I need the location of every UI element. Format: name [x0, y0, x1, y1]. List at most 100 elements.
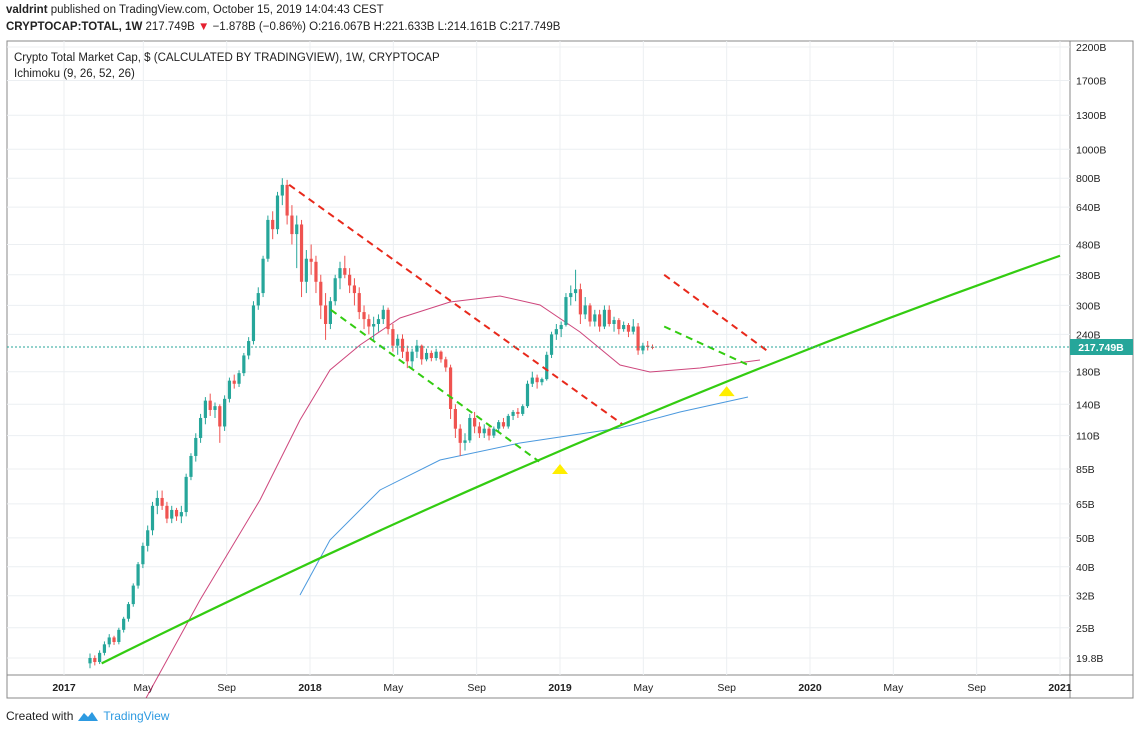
candle-body [285, 184, 289, 216]
candle-body [126, 604, 131, 619]
time-tick-label: May [633, 682, 654, 694]
candle-body [530, 377, 534, 384]
candle-body [646, 345, 650, 347]
candle-body [271, 219, 275, 230]
down-triangle-icon: ▼ [197, 21, 210, 33]
candle-body [554, 329, 558, 335]
candle-body [266, 219, 270, 259]
publish-line: valdrint published on TradingView.com, O… [6, 2, 560, 19]
ichimoku-blue-line [299, 396, 749, 596]
candle-body [237, 373, 241, 384]
candle-body [242, 355, 246, 374]
candle-body [141, 545, 145, 565]
time-tick-label: Sep [467, 682, 486, 694]
candle-body [559, 325, 563, 330]
candle-body [405, 351, 409, 362]
candle-body [540, 379, 544, 383]
candle-body [227, 380, 232, 399]
time-tick-label: Sep [967, 682, 986, 694]
price-tick-label: 480B [1076, 239, 1101, 251]
time-tick-label: May [383, 682, 404, 694]
price-axis-panel [1069, 40, 1134, 699]
candle-body [275, 195, 280, 230]
price-tick-label: 25B [1076, 623, 1095, 635]
price-tick-label: 180B [1076, 367, 1101, 379]
candle-body [338, 268, 342, 279]
candle-body [247, 341, 251, 356]
price-tick-label: 19.8B [1076, 653, 1103, 665]
candle-body [146, 530, 150, 546]
candle-body [448, 367, 453, 410]
candle-body [112, 637, 116, 642]
tradingview-link[interactable]: TradingView [103, 709, 170, 723]
candle-body [482, 428, 486, 434]
tradingview-logo-icon [78, 712, 99, 721]
candle-body [333, 278, 337, 302]
candle-body [295, 224, 299, 235]
candle-body [208, 400, 212, 410]
price-badge-box [1070, 339, 1133, 356]
quote-line: CRYPTOCAP:TOTAL, 1W 217.749B ▼ −1.878B (… [6, 19, 560, 36]
candle-body [299, 224, 304, 282]
candle-body [348, 274, 352, 286]
candle-body [218, 406, 222, 427]
price-tick-label: 300B [1076, 300, 1101, 312]
red-downtrend-line [288, 184, 624, 426]
candle-body [290, 215, 294, 235]
candle-body [203, 400, 207, 418]
candle-body [569, 293, 573, 298]
price-badge-text: 217.749B [1078, 342, 1124, 354]
current-price-badge: 217.749B [1070, 339, 1133, 356]
price-tick-label: 32B [1076, 591, 1095, 603]
time-tick-label: May [133, 682, 154, 694]
candle-body [458, 428, 462, 443]
candle-body [256, 293, 260, 306]
price-axis: 2200B 1700B 1300B 1000B 800B 640B 480B 380B 300B… [1076, 42, 1106, 665]
candle-body [477, 426, 482, 434]
candle-body [588, 305, 592, 322]
candle-body [194, 437, 198, 456]
candle-body [323, 305, 328, 324]
candle-body [261, 258, 265, 294]
candle-body [583, 305, 587, 315]
candle-body [516, 411, 520, 414]
candle-body [213, 406, 217, 410]
candle-body [415, 345, 419, 352]
candle-body [429, 352, 433, 359]
candle-body [521, 406, 525, 414]
price-tick-label: 2200B [1076, 42, 1106, 54]
ichimoku-pink-line [145, 295, 761, 698]
created-with-text: Created with [6, 709, 74, 723]
candle-body [506, 415, 510, 427]
candle-body [434, 351, 438, 359]
candle-body [641, 345, 645, 351]
long-term-support-curve [101, 254, 1061, 665]
candle-body [155, 497, 159, 506]
yellow-triangle-icon [718, 386, 735, 397]
candle-body [549, 334, 554, 355]
price-change: −1.878B (−0.86%) [212, 21, 306, 33]
candle-body [314, 261, 318, 282]
candle-body [525, 383, 530, 407]
price-tick-label: 140B [1076, 399, 1101, 411]
price-tick-label: 640B [1076, 202, 1101, 214]
trendlines [101, 184, 1061, 665]
plot-frame [6, 40, 1071, 699]
price-tick-label: 1000B [1076, 144, 1106, 156]
time-tick-label: 2021 [1048, 682, 1072, 694]
candle-body [170, 509, 174, 519]
price-tick-label: 380B [1076, 270, 1101, 282]
candle-body [453, 409, 457, 429]
red-downtrend-line [663, 273, 769, 353]
candle-body [607, 309, 611, 324]
price-tick-label: 1300B [1076, 110, 1106, 122]
candle-body [396, 338, 400, 346]
price-tick-label: 85B [1076, 464, 1095, 476]
price-tick-label: 40B [1076, 562, 1095, 574]
candle-body [473, 417, 477, 427]
ohlc-values: O:216.067B H:221.633B L:214.161B C:217.7… [309, 21, 561, 33]
yellow-triangle-icon [552, 464, 568, 475]
candle-body [545, 354, 549, 380]
author-name[interactable]: valdrint [6, 4, 48, 16]
